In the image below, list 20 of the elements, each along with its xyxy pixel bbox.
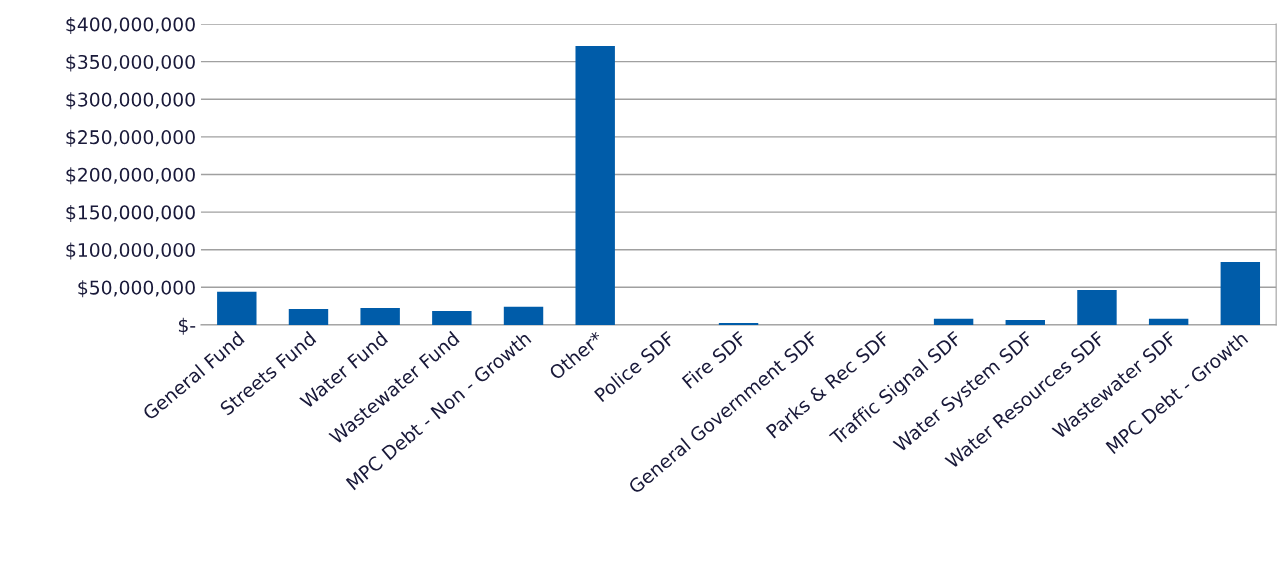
y-tick-label: $50,000,000 bbox=[78, 280, 195, 298]
bar bbox=[288, 309, 329, 325]
bar bbox=[933, 318, 974, 325]
bar bbox=[575, 45, 615, 325]
y-tick-label: $400,000,000 bbox=[66, 16, 195, 34]
bar bbox=[217, 291, 257, 325]
bar bbox=[1077, 289, 1117, 325]
y-tick-label: $300,000,000 bbox=[66, 92, 195, 110]
y-tick-label: $150,000,000 bbox=[66, 204, 195, 222]
bar bbox=[1148, 318, 1189, 325]
bar bbox=[1005, 320, 1045, 325]
y-tick-label: $100,000,000 bbox=[66, 242, 195, 260]
y-tick-label: $- bbox=[178, 317, 196, 335]
bar bbox=[360, 307, 400, 325]
y-tick-label: $250,000,000 bbox=[66, 129, 195, 147]
y-tick-label: $200,000,000 bbox=[66, 167, 195, 185]
y-tick-label: $350,000,000 bbox=[66, 54, 195, 72]
bar bbox=[1220, 262, 1261, 325]
bar bbox=[432, 310, 472, 325]
bar bbox=[503, 306, 544, 325]
